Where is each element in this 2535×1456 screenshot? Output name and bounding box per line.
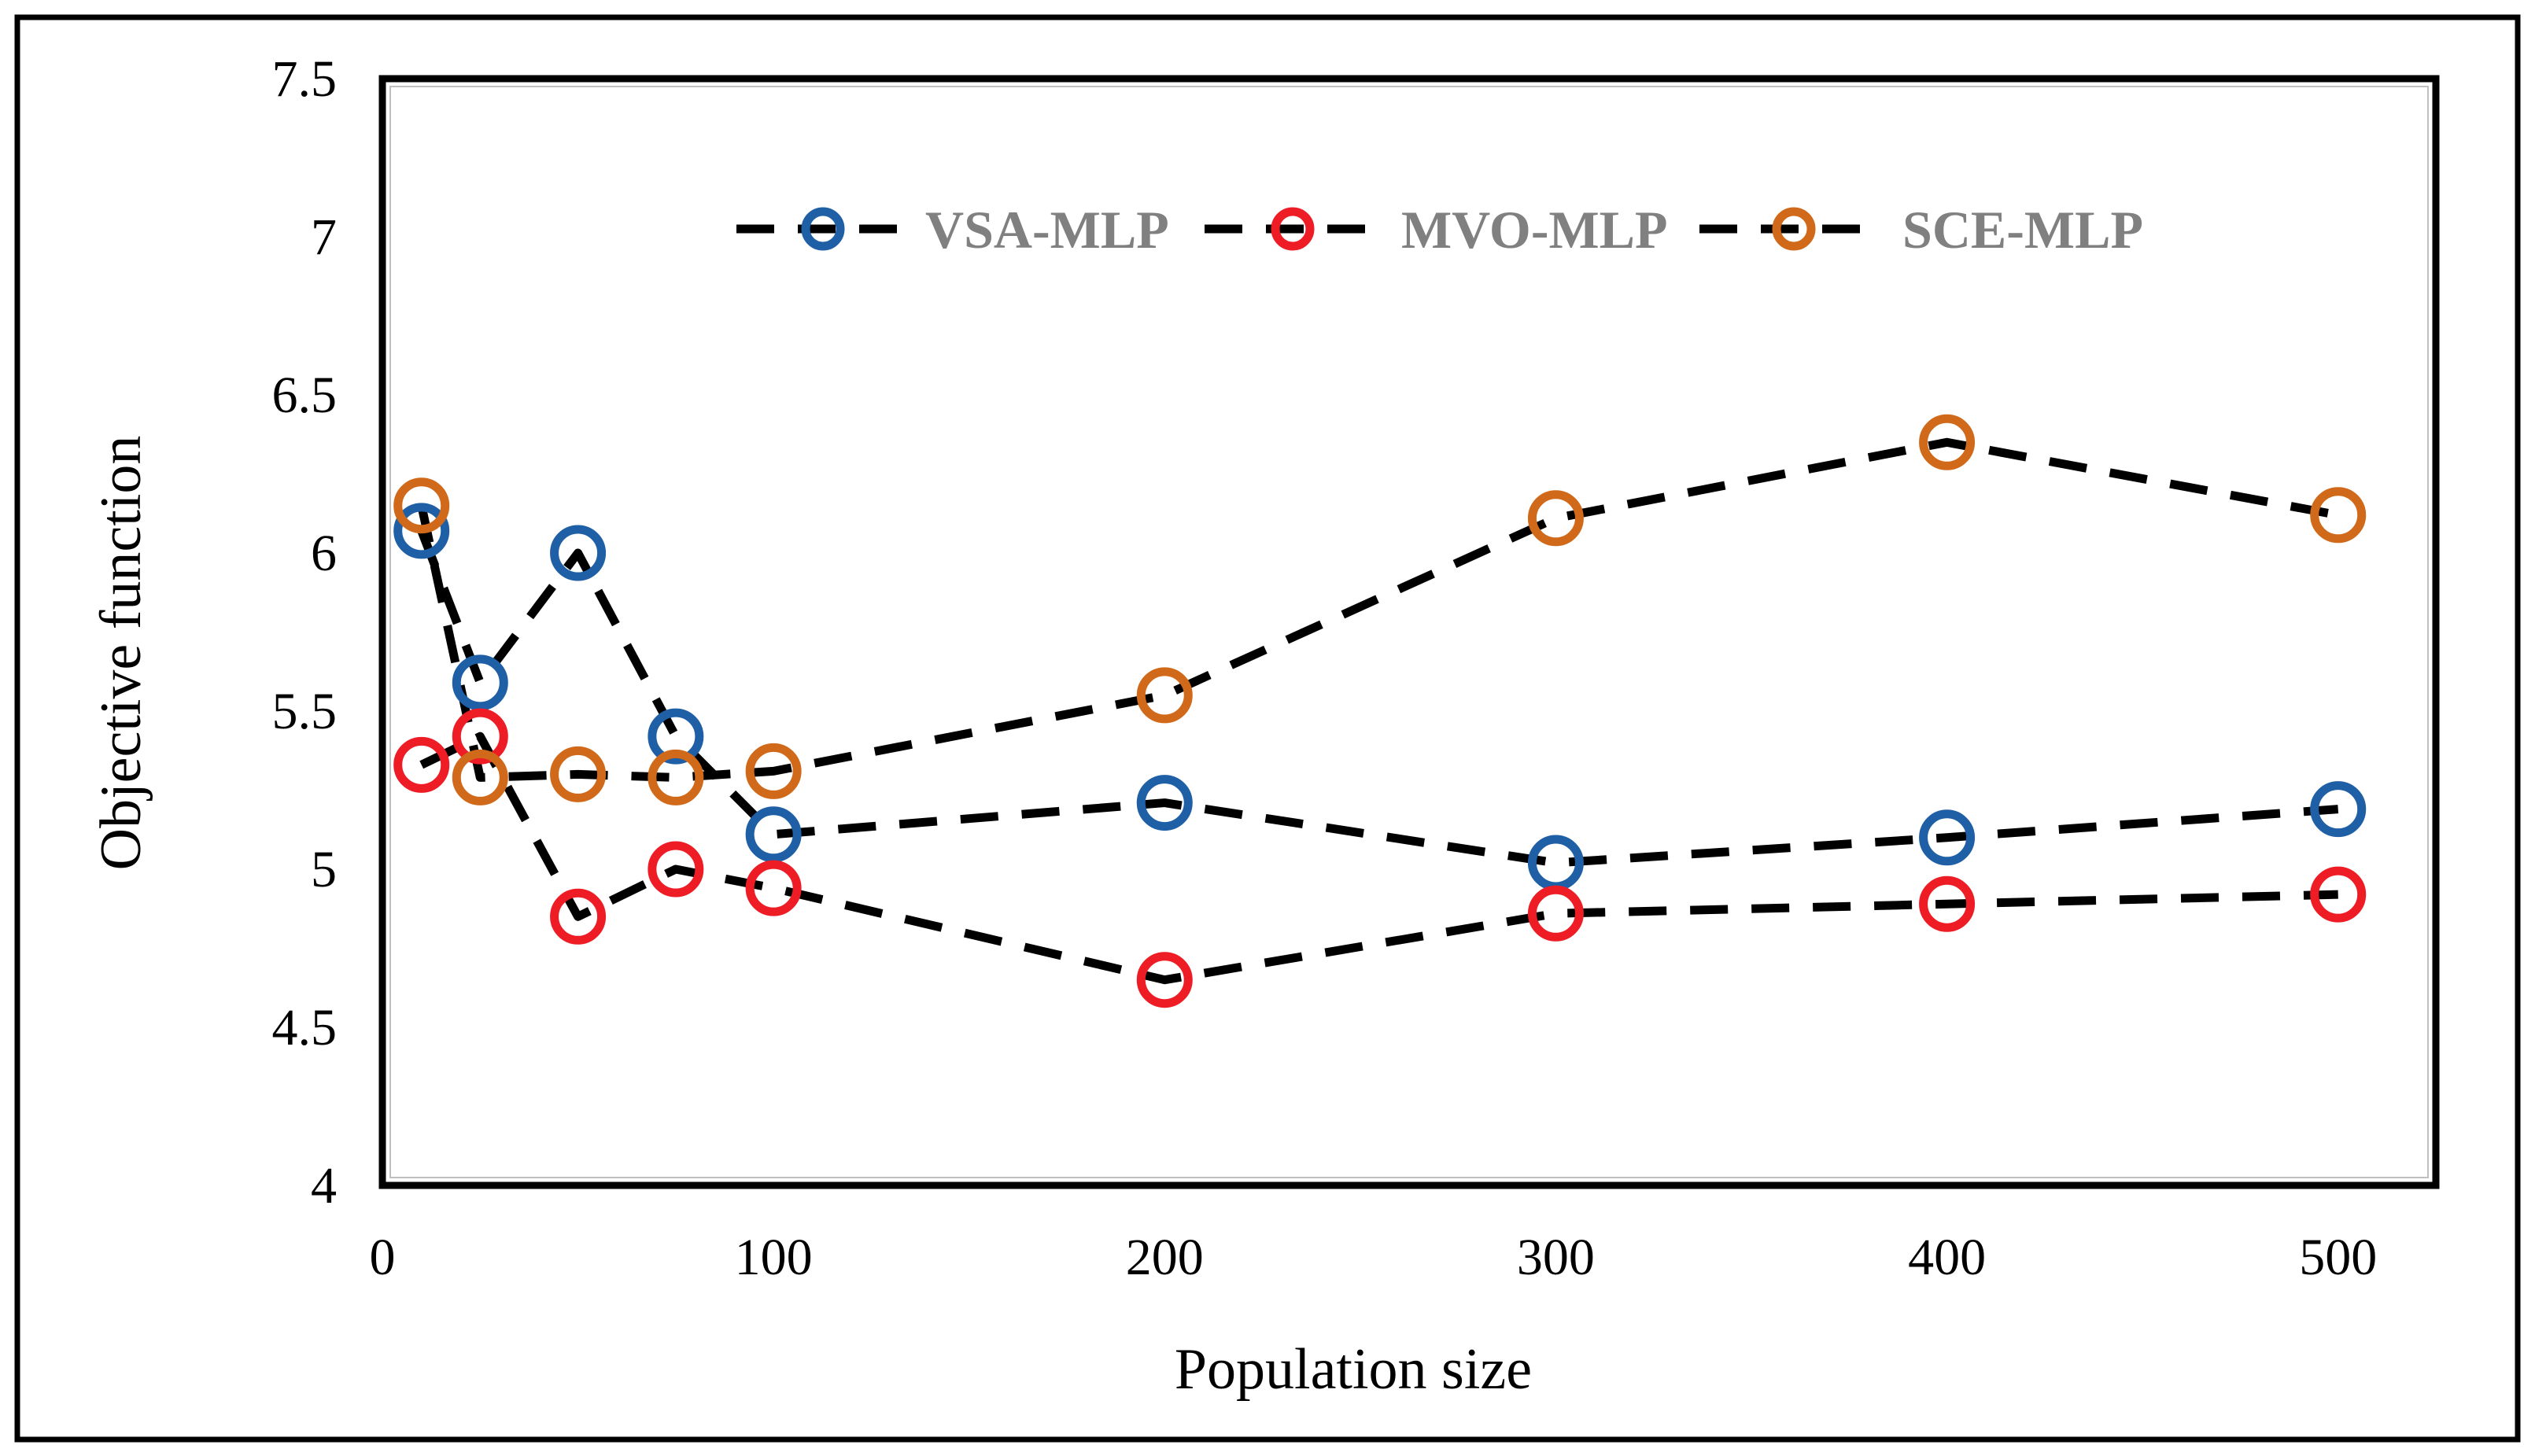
y-tick-label: 4 — [311, 1157, 337, 1215]
x-tick-label: 100 — [735, 1229, 813, 1286]
plot-area — [378, 75, 2440, 1189]
data-point — [1136, 775, 1193, 831]
legend-label: VSA-MLP — [925, 200, 1169, 260]
y-axis-label: Objective function — [89, 436, 153, 871]
series-line — [417, 437, 2339, 782]
data-point — [550, 525, 607, 581]
data-point — [648, 841, 704, 898]
data-point — [452, 708, 508, 765]
data-point — [2310, 487, 2367, 544]
legend-label: SCE-MLP — [1902, 200, 2143, 260]
data-point — [1136, 667, 1193, 724]
x-axis-label: Population size — [1175, 1337, 1532, 1402]
data-point — [393, 503, 450, 559]
x-tick-label: 200 — [1126, 1229, 1204, 1286]
data-point — [1527, 490, 1584, 547]
y-tick-label: 7 — [311, 208, 337, 266]
y-tick-label: 5 — [311, 841, 337, 898]
x-axis-ticks: 0 100 200 300 400 500 — [370, 1229, 2378, 1286]
y-tick-label: 4.5 — [272, 999, 338, 1056]
series-line — [417, 529, 2339, 868]
x-tick-label: 500 — [2299, 1229, 2377, 1286]
series-line — [419, 732, 2338, 985]
data-point — [2310, 781, 2367, 838]
y-tick-label: 6 — [311, 525, 337, 582]
data-point — [745, 806, 802, 863]
legend: VSA-MLP MVO-MLP SCE-MLP — [736, 200, 2143, 260]
legend-label: MVO-MLP — [1401, 200, 1668, 260]
data-point — [2310, 866, 2367, 923]
data-point — [550, 888, 607, 945]
data-point — [393, 477, 450, 534]
y-tick-label: 7.5 — [272, 50, 338, 108]
data-point — [648, 708, 704, 765]
data-point — [550, 746, 607, 802]
data-point — [1136, 952, 1193, 1008]
x-tick-label: 0 — [370, 1229, 396, 1286]
legend-marker — [801, 207, 845, 251]
series-lines — [417, 437, 2339, 985]
data-point — [745, 743, 802, 799]
data-point — [648, 749, 704, 805]
data-point — [452, 749, 508, 805]
y-tick-label: 6.5 — [272, 367, 338, 424]
plot-inner-border — [389, 86, 2429, 1178]
y-axis-ticks: 4 4.5 5 5.5 6 6.5 7 7.5 — [272, 50, 338, 1215]
legend-marker — [1772, 207, 1816, 251]
x-tick-label: 400 — [1908, 1229, 1986, 1286]
data-point — [452, 654, 508, 711]
series-markers — [393, 414, 2367, 1008]
data-point — [1919, 875, 1976, 932]
data-point — [1919, 809, 1976, 866]
data-point — [1527, 885, 1584, 942]
data-point — [393, 736, 450, 793]
x-tick-label: 300 — [1517, 1229, 1595, 1286]
data-point — [745, 860, 802, 916]
legend-marker — [1271, 207, 1315, 251]
y-tick-label: 5.5 — [272, 683, 338, 740]
data-point — [1919, 414, 1976, 470]
